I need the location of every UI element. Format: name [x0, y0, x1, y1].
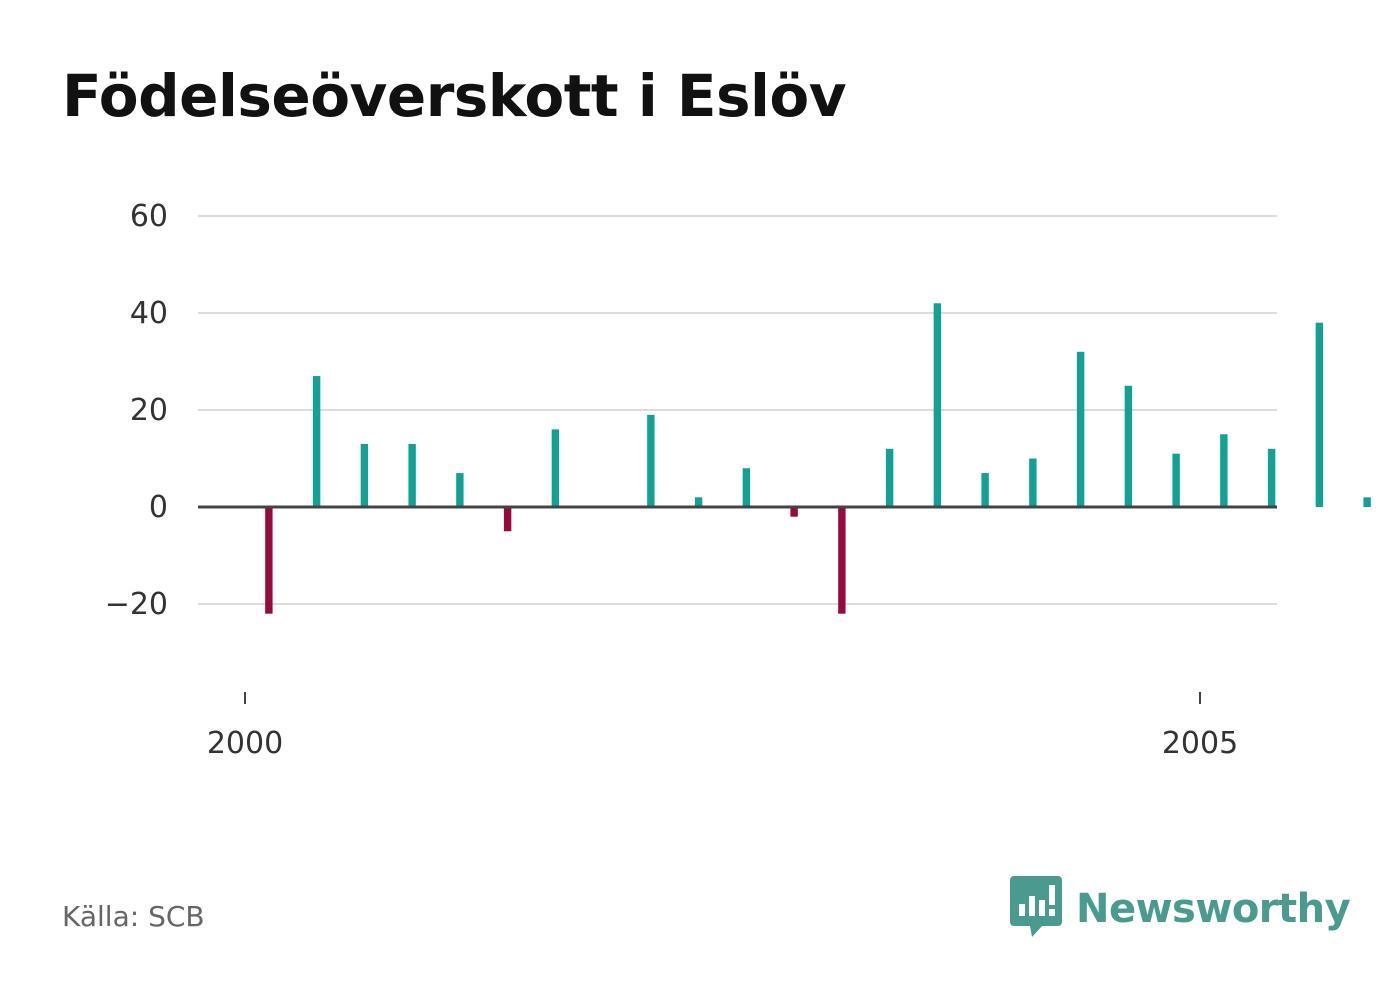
bar — [885, 448, 894, 507]
bar — [551, 429, 560, 507]
bar — [1076, 351, 1085, 507]
x-tick-label: 2005 — [1162, 726, 1238, 761]
bar — [981, 473, 989, 507]
x-axis-ticks: 200020052010201520202025 — [207, 692, 1238, 761]
bar — [408, 443, 416, 507]
bar — [1124, 385, 1133, 507]
bar — [1029, 458, 1037, 507]
grid-lines — [198, 215, 1277, 605]
y-tick-label: 60 — [130, 199, 168, 234]
bar — [933, 303, 942, 507]
bar — [1315, 322, 1324, 507]
bar — [1267, 448, 1276, 507]
brand-logo[interactable]: Newsworthy — [1010, 876, 1351, 942]
bar — [456, 473, 464, 507]
bar — [1220, 434, 1228, 507]
bars — [265, 303, 1371, 614]
bar — [1172, 453, 1180, 507]
newsworthy-logo-icon — [1010, 876, 1062, 942]
chart-title: Födelseöverskott i Eslöv — [62, 62, 847, 130]
source-label: Källa: SCB — [62, 900, 205, 933]
bar — [1363, 497, 1371, 507]
brand-name: Newsworthy — [1076, 886, 1351, 932]
bar — [360, 443, 369, 507]
y-tick-label: 20 — [130, 393, 168, 428]
y-tick-label: −20 — [105, 587, 168, 622]
y-axis-ticks: −20 0 20 40 60 — [105, 199, 168, 622]
bar — [790, 507, 798, 517]
bar — [694, 497, 703, 507]
x-tick-label: 2000 — [207, 726, 283, 761]
bar — [838, 507, 846, 614]
bar — [503, 507, 512, 532]
y-tick-label: 40 — [130, 296, 168, 331]
bar — [312, 376, 321, 507]
y-tick-label: 0 — [149, 490, 168, 525]
bar — [742, 468, 751, 507]
bar — [265, 507, 273, 614]
bar — [647, 414, 655, 507]
